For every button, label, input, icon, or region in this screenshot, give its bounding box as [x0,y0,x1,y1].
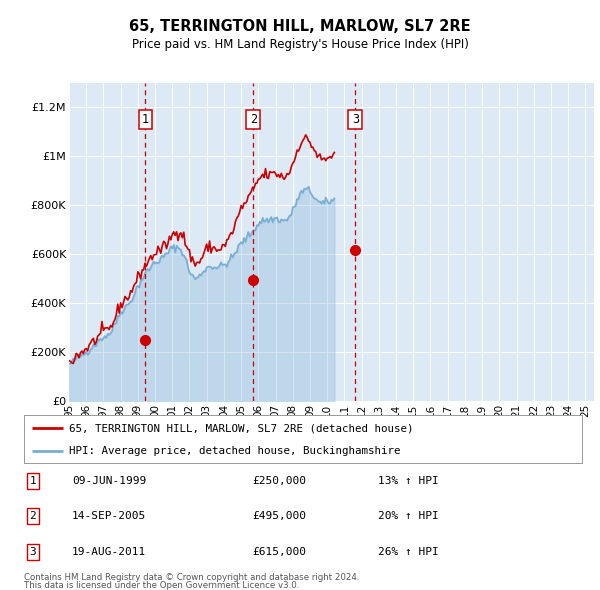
Text: 65, TERRINGTON HILL, MARLOW, SL7 2RE (detached house): 65, TERRINGTON HILL, MARLOW, SL7 2RE (de… [68,423,413,433]
Text: 3: 3 [352,113,359,126]
Text: 09-JUN-1999: 09-JUN-1999 [72,476,146,486]
Text: £495,000: £495,000 [252,512,306,521]
Text: 26% ↑ HPI: 26% ↑ HPI [378,547,439,556]
Text: £615,000: £615,000 [252,547,306,556]
Text: 1: 1 [142,113,149,126]
Text: 2: 2 [250,113,257,126]
Text: 13% ↑ HPI: 13% ↑ HPI [378,476,439,486]
Text: Contains HM Land Registry data © Crown copyright and database right 2024.: Contains HM Land Registry data © Crown c… [24,572,359,582]
Text: 1: 1 [29,476,37,486]
Text: 3: 3 [29,547,37,556]
Text: 65, TERRINGTON HILL, MARLOW, SL7 2RE: 65, TERRINGTON HILL, MARLOW, SL7 2RE [129,19,471,34]
Text: This data is licensed under the Open Government Licence v3.0.: This data is licensed under the Open Gov… [24,581,299,590]
Text: 20% ↑ HPI: 20% ↑ HPI [378,512,439,521]
Text: 14-SEP-2005: 14-SEP-2005 [72,512,146,521]
Text: 19-AUG-2011: 19-AUG-2011 [72,547,146,556]
Text: Price paid vs. HM Land Registry's House Price Index (HPI): Price paid vs. HM Land Registry's House … [131,38,469,51]
Text: £250,000: £250,000 [252,476,306,486]
Text: HPI: Average price, detached house, Buckinghamshire: HPI: Average price, detached house, Buck… [68,446,400,456]
Text: 2: 2 [29,512,37,521]
